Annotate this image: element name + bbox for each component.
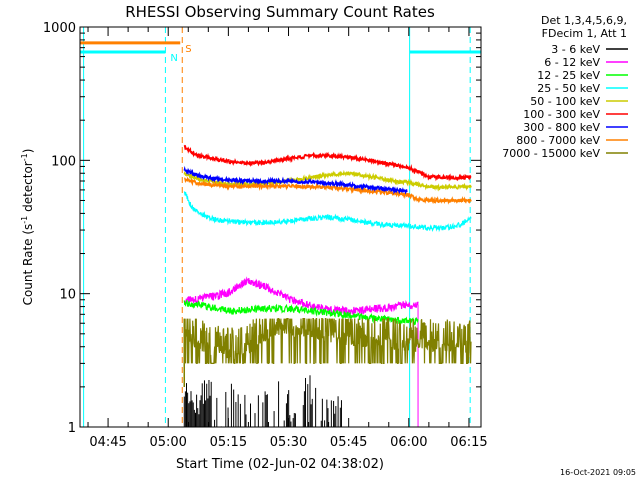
y-axis-label: Count Rate (s-1 detector-1) bbox=[20, 149, 35, 306]
series-line-7 bbox=[184, 176, 472, 205]
series-line-4 bbox=[183, 169, 472, 192]
series-path bbox=[183, 276, 419, 317]
legend: Det 1,3,4,5,6,9, FDecim 1, Att 1 3 - 6 k… bbox=[502, 14, 628, 160]
series-path bbox=[183, 144, 472, 182]
series-line-8 bbox=[183, 318, 472, 387]
y-axis: 1 10 100 1000 bbox=[43, 21, 481, 436]
series-path bbox=[183, 299, 419, 326]
series-path bbox=[183, 165, 408, 195]
legend-entry-label: 300 - 800 keV bbox=[523, 121, 600, 134]
y-tick-label: 10 bbox=[59, 288, 76, 303]
x-tick-label: 06:15 bbox=[450, 435, 487, 450]
series-path bbox=[184, 318, 472, 364]
series-path bbox=[183, 169, 472, 192]
legend-entry-label: 50 - 100 keV bbox=[530, 95, 600, 108]
legend-title-1: Det 1,3,4,5,6,9, bbox=[541, 14, 627, 27]
series-path bbox=[183, 191, 472, 233]
y-tick-label: 1 bbox=[68, 421, 76, 436]
y-label-sup1: -1 bbox=[20, 216, 29, 224]
series-line-1 bbox=[183, 276, 419, 427]
legend-entry-label: 25 - 50 keV bbox=[537, 82, 600, 95]
y-label-part1: Count Rate (s bbox=[21, 224, 35, 306]
y-tick-label: 100 bbox=[51, 154, 76, 169]
series-line-0 bbox=[183, 375, 342, 427]
x-tick-label: 05:15 bbox=[210, 435, 247, 450]
legend-entry-label: 3 - 6 keV bbox=[551, 43, 600, 56]
x-tick-label: 05:30 bbox=[270, 435, 307, 450]
legend-entry-label: 6 - 12 keV bbox=[544, 56, 600, 69]
annotation-bars: NS bbox=[80, 41, 481, 64]
x-axis-label: Start Time (02-Jun-02 04:38:02) bbox=[176, 457, 384, 472]
legend-entry-label: 12 - 25 keV bbox=[537, 69, 600, 82]
x-tick-label: 05:00 bbox=[149, 435, 186, 450]
legend-entry-label: 100 - 300 keV bbox=[523, 108, 600, 121]
series-path bbox=[184, 176, 472, 205]
y-label-part3: ) bbox=[21, 149, 35, 154]
series-line-3 bbox=[183, 191, 472, 233]
x-tick-label: 04:45 bbox=[89, 435, 126, 450]
annotation-label: N bbox=[170, 53, 177, 64]
annotation-label: S bbox=[185, 44, 191, 55]
x-tick-label: 06:00 bbox=[390, 435, 427, 450]
legend-entry-label: 7000 - 15000 keV bbox=[502, 147, 600, 160]
footer-date: 16-Oct-2021 09:05 bbox=[560, 468, 636, 477]
y-label-part2: detector bbox=[21, 161, 35, 216]
series-line-2 bbox=[183, 299, 419, 326]
series-line-5 bbox=[183, 144, 472, 182]
legend-title-2: FDecim 1, Att 1 bbox=[542, 27, 627, 40]
x-axis: 04:45 05:00 05:15 05:30 05:45 06:00 06:15 bbox=[87, 27, 488, 450]
plot-frame bbox=[79, 26, 482, 428]
series-layer bbox=[183, 144, 472, 427]
legend-entry-label: 800 - 7000 keV bbox=[516, 134, 600, 147]
chart-title: RHESSI Observing Summary Count Rates bbox=[125, 3, 435, 21]
x-tick-label: 05:45 bbox=[330, 435, 367, 450]
y-label-sup2: -1 bbox=[20, 153, 29, 161]
series-line-6 bbox=[183, 165, 408, 195]
y-tick-label: 1000 bbox=[43, 21, 76, 36]
